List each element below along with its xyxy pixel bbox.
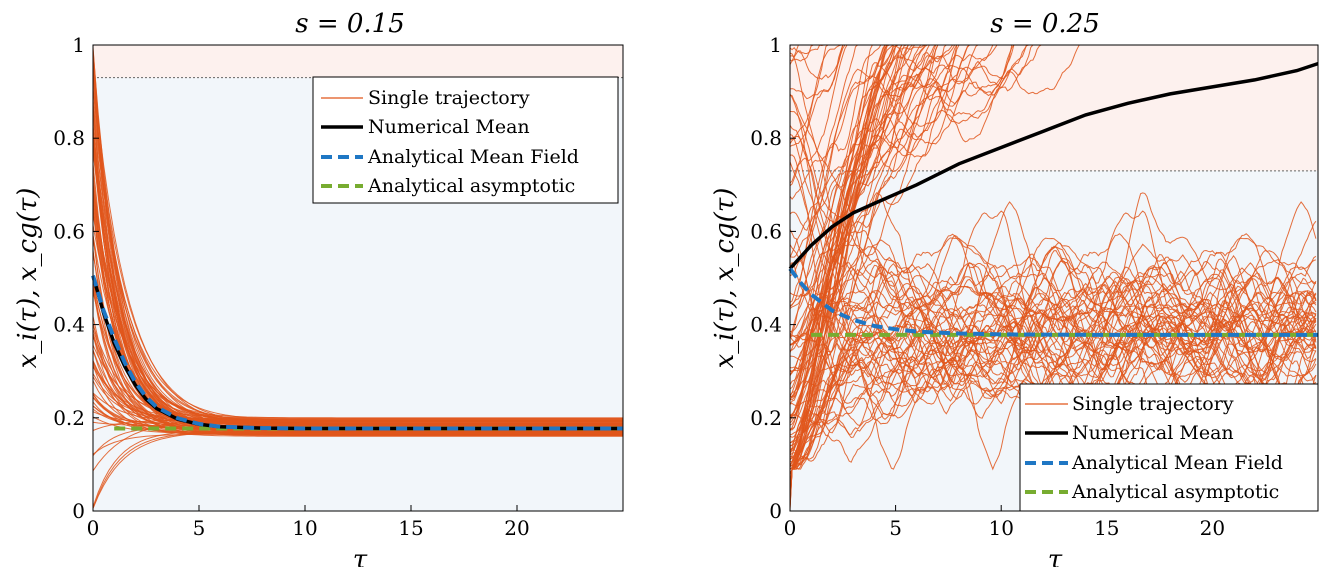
right-trajectory-line bbox=[789, 44, 960, 416]
right-trajectory-line bbox=[789, 44, 898, 346]
right-trajectory-line bbox=[789, 44, 1080, 401]
left-ytick-label: 0.2 bbox=[53, 406, 85, 430]
right-trajectory-line bbox=[789, 44, 824, 54]
right-trajectory-line bbox=[789, 250, 1317, 387]
left-legend: Single trajectory Numerical Mean Analyti… bbox=[312, 76, 619, 204]
right-ytick-label: 0 bbox=[769, 499, 782, 523]
right-legend: Single trajectory Numerical Mean Analyti… bbox=[1019, 383, 1319, 512]
right-trajectory-line bbox=[789, 245, 1317, 425]
right-trajectory-line bbox=[789, 44, 844, 147]
left-ytick-label: 0.8 bbox=[53, 126, 85, 150]
left-xlabel: τ bbox=[353, 545, 368, 567]
right-ytick-label: 0.6 bbox=[750, 219, 782, 243]
right-trajectory-line bbox=[789, 44, 954, 447]
left-series bbox=[91, 275, 623, 431]
right-mean-field-line bbox=[788, 267, 1318, 337]
left-mean-field-line bbox=[91, 275, 623, 431]
right-xtick-label: 5 bbox=[889, 516, 902, 540]
right-trajectory-line bbox=[789, 44, 1015, 258]
left-xtick-label: 5 bbox=[193, 516, 206, 540]
left-xtick-label: 0 bbox=[87, 516, 100, 540]
right-trajectory-line bbox=[789, 44, 888, 303]
left-xtick-label: 15 bbox=[398, 516, 423, 540]
right-ytick-label: 0.4 bbox=[750, 313, 782, 337]
right-trajectory-line bbox=[789, 93, 1316, 407]
right-xtick-label: 10 bbox=[988, 516, 1013, 540]
right-series bbox=[788, 61, 1319, 337]
left-trajectory-line bbox=[92, 124, 623, 422]
right-xtick-label: 0 bbox=[784, 516, 797, 540]
right-trajectory-line bbox=[789, 44, 928, 494]
left-legend-traj: Single trajectory bbox=[368, 87, 530, 109]
right-trajectory-line bbox=[789, 44, 850, 187]
right-trajectory-line bbox=[789, 44, 814, 62]
left-panel: s = 0.15 0 5 10 15 20 0 0.2 0.4 0.6 0.8 1 τ x_i(τ)… bbox=[13, 9, 624, 567]
right-legend-box bbox=[1019, 383, 1319, 512]
left-trajectory-line bbox=[92, 186, 623, 424]
right-title: s = 0.25 bbox=[990, 9, 1100, 39]
left-title: s = 0.15 bbox=[295, 9, 405, 39]
right-xtick-label: 20 bbox=[1200, 516, 1225, 540]
right-trajectory-line bbox=[789, 161, 1317, 388]
right-trajectory-line bbox=[789, 210, 1316, 421]
left-ticks: 0 5 10 15 20 0 0.2 0.4 0.6 0.8 1 bbox=[53, 33, 530, 540]
left-ytick-label: 0.6 bbox=[53, 219, 85, 243]
right-trajectory-line bbox=[789, 44, 1027, 297]
right-trajectory-line bbox=[789, 44, 903, 398]
left-ytick-label: 0 bbox=[72, 499, 85, 523]
right-ytick-label: 0.2 bbox=[750, 406, 782, 430]
right-xtick-label: 15 bbox=[1094, 516, 1119, 540]
right-numerical-mean-line bbox=[788, 61, 1319, 270]
left-xtick-label: 10 bbox=[292, 516, 317, 540]
left-legend-mean: Numerical Mean bbox=[368, 116, 530, 138]
left-upper-region bbox=[93, 45, 623, 78]
left-ytick-label: 1 bbox=[72, 33, 85, 57]
right-trajectory-line bbox=[789, 210, 1317, 459]
left-xtick-label: 20 bbox=[504, 516, 529, 540]
right-trajectory-line bbox=[789, 44, 937, 475]
right-trajectory-line bbox=[789, 278, 1317, 438]
right-trajectory-line bbox=[789, 272, 1317, 415]
left-legend-asym: Analytical asymptotic bbox=[367, 175, 575, 197]
right-trajectory-line bbox=[789, 44, 841, 144]
left-trajectory-line bbox=[92, 405, 623, 435]
right-trajectory-line bbox=[789, 44, 894, 390]
left-trajectories bbox=[92, 46, 623, 509]
right-trajectory-line bbox=[789, 285, 1316, 436]
right-legend-asym: Analytical asymptotic bbox=[1071, 481, 1279, 503]
left-trajectory-line bbox=[92, 98, 623, 432]
right-ticks: 0 5 10 15 20 0 0.2 0.4 0.6 0.8 1 bbox=[750, 33, 1225, 540]
right-ytick-label: 1 bbox=[769, 33, 782, 57]
left-legend-box bbox=[312, 76, 619, 204]
right-trajectory-line bbox=[790, 291, 1317, 470]
right-trajectory-line bbox=[789, 133, 1317, 354]
left-trajectory-line bbox=[92, 280, 623, 436]
right-trajectory-line bbox=[789, 154, 1317, 394]
right-ylabel: x_i(τ), x_cg(τ) bbox=[710, 188, 740, 369]
right-trajectory-line bbox=[789, 44, 1015, 396]
right-panel: s = 0.25 0 5 10 15 20 0 0.2 0.4 0.6 0.8 1 τ x_i(τ)… bbox=[710, 9, 1319, 567]
left-ylabel: x_i(τ), x_cg(τ) bbox=[13, 188, 43, 369]
right-trajectory-line bbox=[789, 44, 970, 467]
right-trajectory-line bbox=[789, 44, 846, 80]
left-legend-mf: Analytical Mean Field bbox=[367, 146, 579, 168]
right-xlabel: τ bbox=[1048, 545, 1063, 567]
left-axes-box bbox=[92, 44, 624, 512]
right-trajectory-line bbox=[789, 237, 1317, 460]
right-trajectory-line bbox=[789, 44, 829, 184]
right-legend-mf: Analytical Mean Field bbox=[1071, 452, 1283, 474]
right-trajectory-line bbox=[789, 44, 907, 455]
right-ytick-label: 0.8 bbox=[750, 126, 782, 150]
right-trajectory-line bbox=[789, 44, 970, 376]
right-trajectory-line bbox=[789, 44, 915, 501]
right-legend-mean: Numerical Mean bbox=[1072, 422, 1234, 444]
left-ytick-label: 0.4 bbox=[53, 313, 85, 337]
left-trajectory-line bbox=[92, 145, 623, 426]
right-legend-traj: Single trajectory bbox=[1072, 393, 1234, 415]
